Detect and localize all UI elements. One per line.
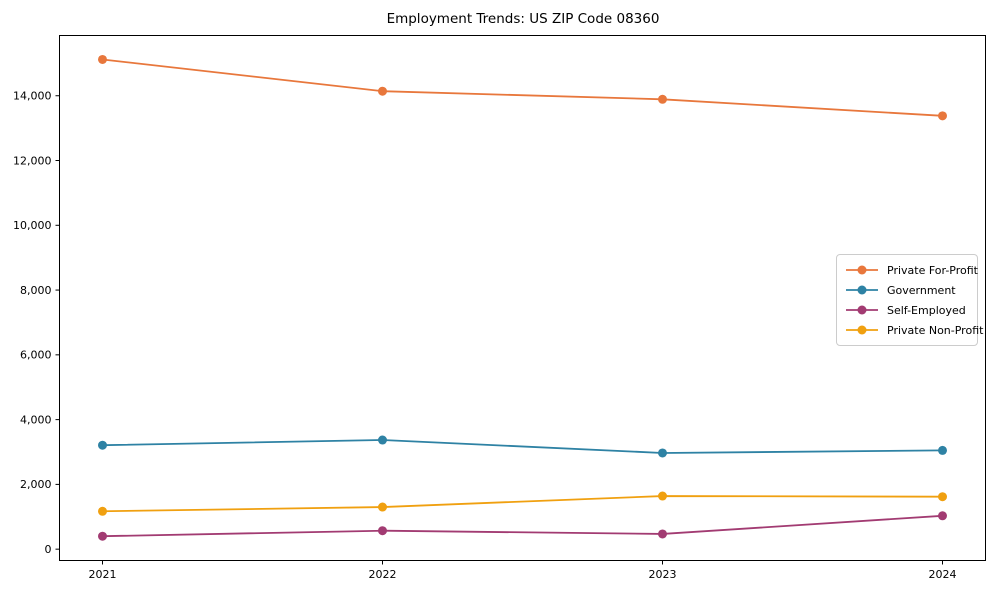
x-tick-label: 2021: [89, 568, 117, 581]
legend-label: Government: [887, 283, 956, 297]
legend-line-marker-icon: [846, 285, 878, 295]
data-point-private-non-profit-2023: [658, 491, 667, 501]
y-tick-label: 8,000: [20, 284, 52, 297]
data-point-government-2023: [658, 448, 667, 458]
series-line-government: [101, 439, 944, 454]
data-point-private-non-profit-2024: [938, 492, 947, 502]
legend-line-marker-icon: [846, 305, 878, 315]
data-point-private-non-profit-2021: [98, 506, 107, 516]
legend-label: Private For-Profit: [887, 263, 978, 277]
data-point-government-2021: [98, 440, 107, 450]
x-tick-label: 2022: [369, 568, 397, 581]
y-tick-label: 6,000: [20, 349, 52, 362]
y-tick-label: 10,000: [13, 219, 52, 232]
y-tick-label: 14,000: [13, 90, 52, 103]
legend-item-private-non-profit: Private Non-Profit: [845, 320, 983, 340]
legend-line-marker-icon: [846, 325, 878, 335]
legend-item-private-for-profit: Private For-Profit: [845, 260, 978, 280]
data-point-private-for-profit-2024: [938, 111, 947, 121]
legend: Private For-Profit Government Self-Employe…: [836, 254, 983, 346]
chart-title: Employment Trends: US ZIP Code 08360: [386, 11, 660, 27]
x-tick-label: 2024: [929, 568, 957, 581]
data-point-private-for-profit-2021: [98, 54, 107, 64]
plot-frame: [59, 35, 986, 561]
data-point-government-2024: [938, 445, 947, 455]
series-line-private-non-profit: [101, 495, 944, 513]
y-tick-label: 0: [45, 543, 52, 556]
legend-label: Self-Employed: [887, 303, 966, 317]
y-tick-label: 2,000: [20, 478, 52, 491]
x-tick-label: 2023: [649, 568, 677, 581]
legend-line-marker-icon: [846, 265, 878, 275]
y-tick-label: 12,000: [13, 154, 52, 167]
data-point-private-non-profit-2022: [378, 502, 387, 512]
legend-item-self-employed: Self-Employed: [845, 300, 969, 320]
data-point-self-employed-2024: [938, 511, 947, 521]
series-line-self-employed: [101, 514, 944, 538]
data-point-self-employed-2022: [378, 526, 387, 536]
series-line-private-for-profit: [101, 58, 944, 117]
data-point-private-for-profit-2023: [658, 94, 667, 104]
data-point-private-for-profit-2022: [378, 86, 387, 96]
data-point-self-employed-2021: [98, 531, 107, 541]
y-tick-label: 4,000: [20, 413, 52, 426]
legend-item-government: Government: [845, 280, 969, 300]
data-point-self-employed-2023: [658, 529, 667, 539]
legend-label: Private Non-Profit: [887, 323, 984, 337]
data-point-government-2022: [378, 435, 387, 445]
